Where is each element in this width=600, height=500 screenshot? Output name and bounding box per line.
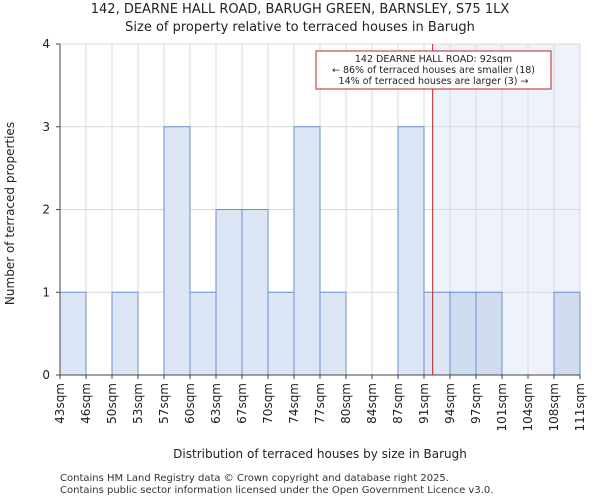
bar bbox=[267, 291, 295, 376]
x-tick-label: 53sqm bbox=[131, 383, 145, 424]
x-tick-label: 43sqm bbox=[53, 383, 67, 424]
y-axis-title: Number of terraced properties bbox=[3, 122, 17, 305]
bar bbox=[553, 291, 581, 376]
x-tick-label: 84sqm bbox=[365, 383, 379, 424]
y-tick-label: 1 bbox=[42, 285, 50, 299]
x-tick-label: 94sqm bbox=[443, 383, 457, 424]
x-tick-label: 63sqm bbox=[209, 383, 223, 424]
footer-line-2: Contains public sector information licen… bbox=[60, 485, 494, 496]
y-tick-label: 0 bbox=[42, 368, 50, 382]
bar bbox=[397, 126, 425, 376]
bar bbox=[475, 291, 503, 376]
x-tick-label: 67sqm bbox=[235, 383, 249, 424]
y-tick-label: 4 bbox=[42, 37, 50, 51]
bar bbox=[293, 126, 321, 376]
x-tick-label: 80sqm bbox=[339, 383, 353, 424]
x-tick-label: 50sqm bbox=[105, 383, 119, 424]
x-tick-label: 46sqm bbox=[79, 383, 93, 424]
x-tick-label: 70sqm bbox=[261, 383, 275, 424]
x-tick-label: 74sqm bbox=[287, 383, 301, 424]
bar bbox=[163, 126, 191, 376]
x-tick-label: 108sqm bbox=[547, 383, 561, 431]
x-tick-label: 104sqm bbox=[521, 383, 535, 431]
annotation-line: 142 DEARNE HALL ROAD: 92sqm bbox=[355, 54, 512, 65]
x-tick-label: 97sqm bbox=[469, 383, 483, 424]
annotation-line: ← 86% of terraced houses are smaller (18… bbox=[332, 65, 535, 76]
chart-title: 142, DEARNE HALL ROAD, BARUGH GREEN, BAR… bbox=[90, 2, 510, 17]
bar bbox=[319, 291, 347, 376]
x-tick-label: 111sqm bbox=[573, 383, 587, 431]
annotation-box bbox=[315, 50, 552, 90]
y-tick-label: 2 bbox=[42, 203, 50, 217]
footer-line-1: Contains HM Land Registry data © Crown c… bbox=[60, 473, 449, 484]
x-tick-label: 87sqm bbox=[391, 383, 405, 424]
y-tick-label: 3 bbox=[42, 120, 50, 134]
bar bbox=[449, 291, 477, 376]
bar bbox=[111, 291, 139, 376]
bar bbox=[423, 291, 451, 376]
x-tick-label: 91sqm bbox=[417, 383, 431, 424]
annotation-line: 14% of terraced houses are larger (3) → bbox=[339, 76, 529, 87]
x-axis-title: Distribution of terraced houses by size … bbox=[173, 447, 467, 461]
x-tick-label: 57sqm bbox=[157, 383, 171, 424]
chart-subtitle: Size of property relative to terraced ho… bbox=[125, 20, 475, 35]
x-tick-label: 77sqm bbox=[313, 383, 327, 424]
bar bbox=[241, 209, 269, 376]
x-tick-label: 60sqm bbox=[183, 383, 197, 424]
bar bbox=[215, 209, 243, 376]
bar bbox=[189, 291, 217, 376]
bar bbox=[59, 291, 87, 376]
x-tick-label: 101sqm bbox=[495, 383, 509, 431]
